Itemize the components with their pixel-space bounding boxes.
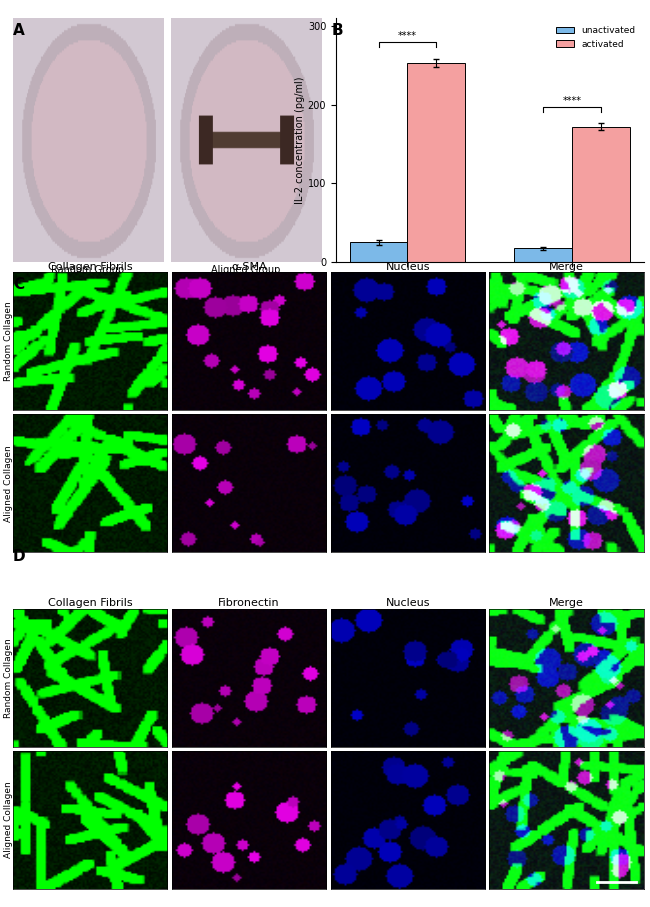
- Y-axis label: Aligned Collagen: Aligned Collagen: [5, 444, 14, 522]
- Title: Nucleus: Nucleus: [385, 599, 430, 609]
- Text: ****: ****: [562, 96, 582, 106]
- Title: Merge: Merge: [549, 599, 584, 609]
- Title: Collagen Fibrils: Collagen Fibrils: [47, 261, 133, 271]
- Text: ****: ****: [398, 32, 417, 42]
- Bar: [514, 249, 572, 262]
- Text: B: B: [332, 23, 343, 38]
- X-axis label: Aligned Group: Aligned Group: [211, 265, 280, 275]
- Title: Collagen Fibrils: Collagen Fibrils: [47, 599, 133, 609]
- Y-axis label: IL-2 concentration (pg/ml): IL-2 concentration (pg/ml): [295, 76, 305, 204]
- Text: D: D: [13, 549, 25, 564]
- Title: α-SMA: α-SMA: [231, 261, 266, 271]
- Title: Nucleus: Nucleus: [385, 261, 430, 271]
- Y-axis label: Random Collagen: Random Collagen: [5, 301, 14, 381]
- X-axis label: Random Group: Random Group: [51, 265, 125, 275]
- Title: Fibronectin: Fibronectin: [218, 599, 280, 609]
- Text: A: A: [13, 23, 25, 38]
- Y-axis label: Random Collagen: Random Collagen: [5, 639, 14, 717]
- Bar: [572, 127, 629, 262]
- Title: Merge: Merge: [549, 261, 584, 271]
- Bar: [350, 242, 408, 262]
- Text: C: C: [13, 277, 24, 292]
- Bar: [408, 63, 465, 262]
- Legend: unactivated, activated: unactivated, activated: [552, 23, 639, 53]
- Y-axis label: Aligned Collagen: Aligned Collagen: [5, 782, 14, 858]
